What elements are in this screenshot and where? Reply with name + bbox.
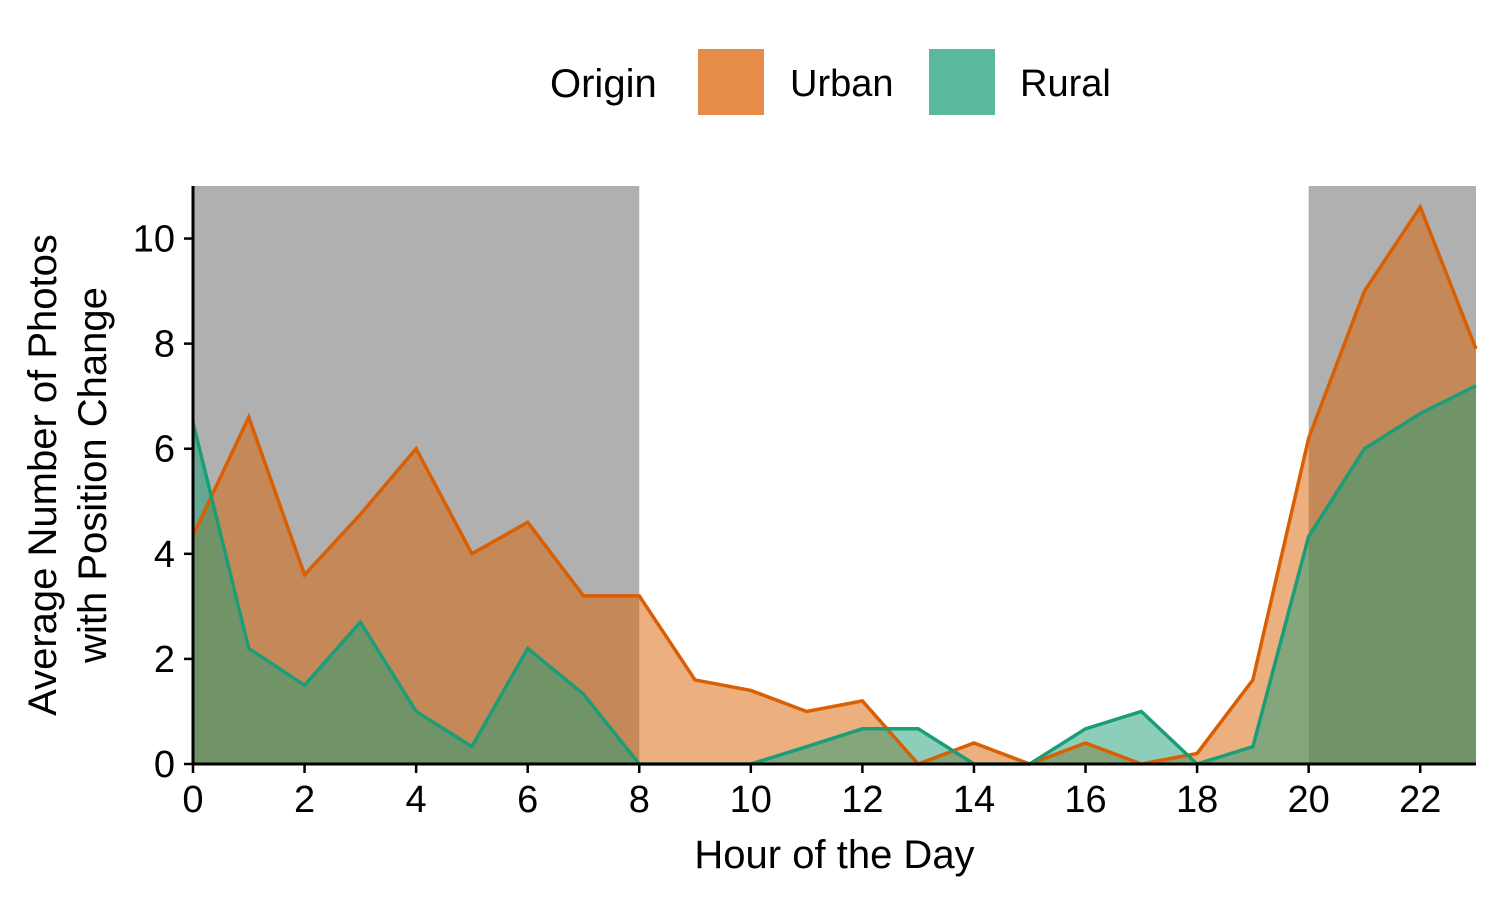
line-rural bbox=[191, 384, 1477, 766]
x-tick-label-6: 6 bbox=[517, 779, 538, 821]
axes-group bbox=[191, 186, 1476, 766]
area-urban bbox=[193, 207, 1476, 764]
x-tick-label-4: 4 bbox=[406, 779, 427, 821]
y-tick-label-10: 10 bbox=[133, 219, 175, 261]
x-tick-label-0: 0 bbox=[182, 779, 203, 821]
area-rural bbox=[193, 385, 1476, 764]
legend-title: Origin bbox=[550, 62, 657, 106]
series-lines-group bbox=[191, 203, 1478, 767]
ticks-group: 0 2 4 6 8 10 12 14 16 18 20 22 0 2 4 6 8 10 bbox=[133, 219, 1442, 821]
y-tick-label-6: 6 bbox=[154, 429, 175, 471]
x-axis-title: Hour of the Day bbox=[694, 833, 974, 877]
x-tick-label-10: 10 bbox=[730, 779, 772, 821]
legend-label-urban: Urban bbox=[790, 63, 894, 105]
legend-swatch-urban bbox=[698, 49, 764, 115]
y-tick-label-8: 8 bbox=[154, 324, 175, 366]
y-tick-label-2: 2 bbox=[154, 639, 175, 681]
axis-titles-group: Hour of the Day Average Number of Photos… bbox=[21, 234, 975, 877]
x-tick-label-8: 8 bbox=[629, 779, 650, 821]
x-tick-label-2: 2 bbox=[294, 779, 315, 821]
x-tick-label-22: 22 bbox=[1399, 779, 1441, 821]
y-tick-label-0: 0 bbox=[154, 744, 175, 786]
x-tick-label-14: 14 bbox=[953, 779, 995, 821]
x-tick-label-20: 20 bbox=[1288, 779, 1330, 821]
y-axis-title-line2: with Position Change bbox=[71, 287, 115, 664]
x-tick-label-16: 16 bbox=[1064, 779, 1106, 821]
y-axis-title-line1: Average Number of Photos bbox=[21, 234, 65, 716]
y-tick-label-4: 4 bbox=[154, 534, 175, 576]
line-urban bbox=[191, 203, 1478, 767]
area-fills-group bbox=[193, 207, 1476, 764]
x-tick-label-18: 18 bbox=[1176, 779, 1218, 821]
x-tick-label-12: 12 bbox=[841, 779, 883, 821]
legend-swatch-rural bbox=[929, 49, 995, 115]
legend: Origin Urban Rural bbox=[550, 49, 1111, 115]
legend-label-rural: Rural bbox=[1020, 63, 1111, 105]
